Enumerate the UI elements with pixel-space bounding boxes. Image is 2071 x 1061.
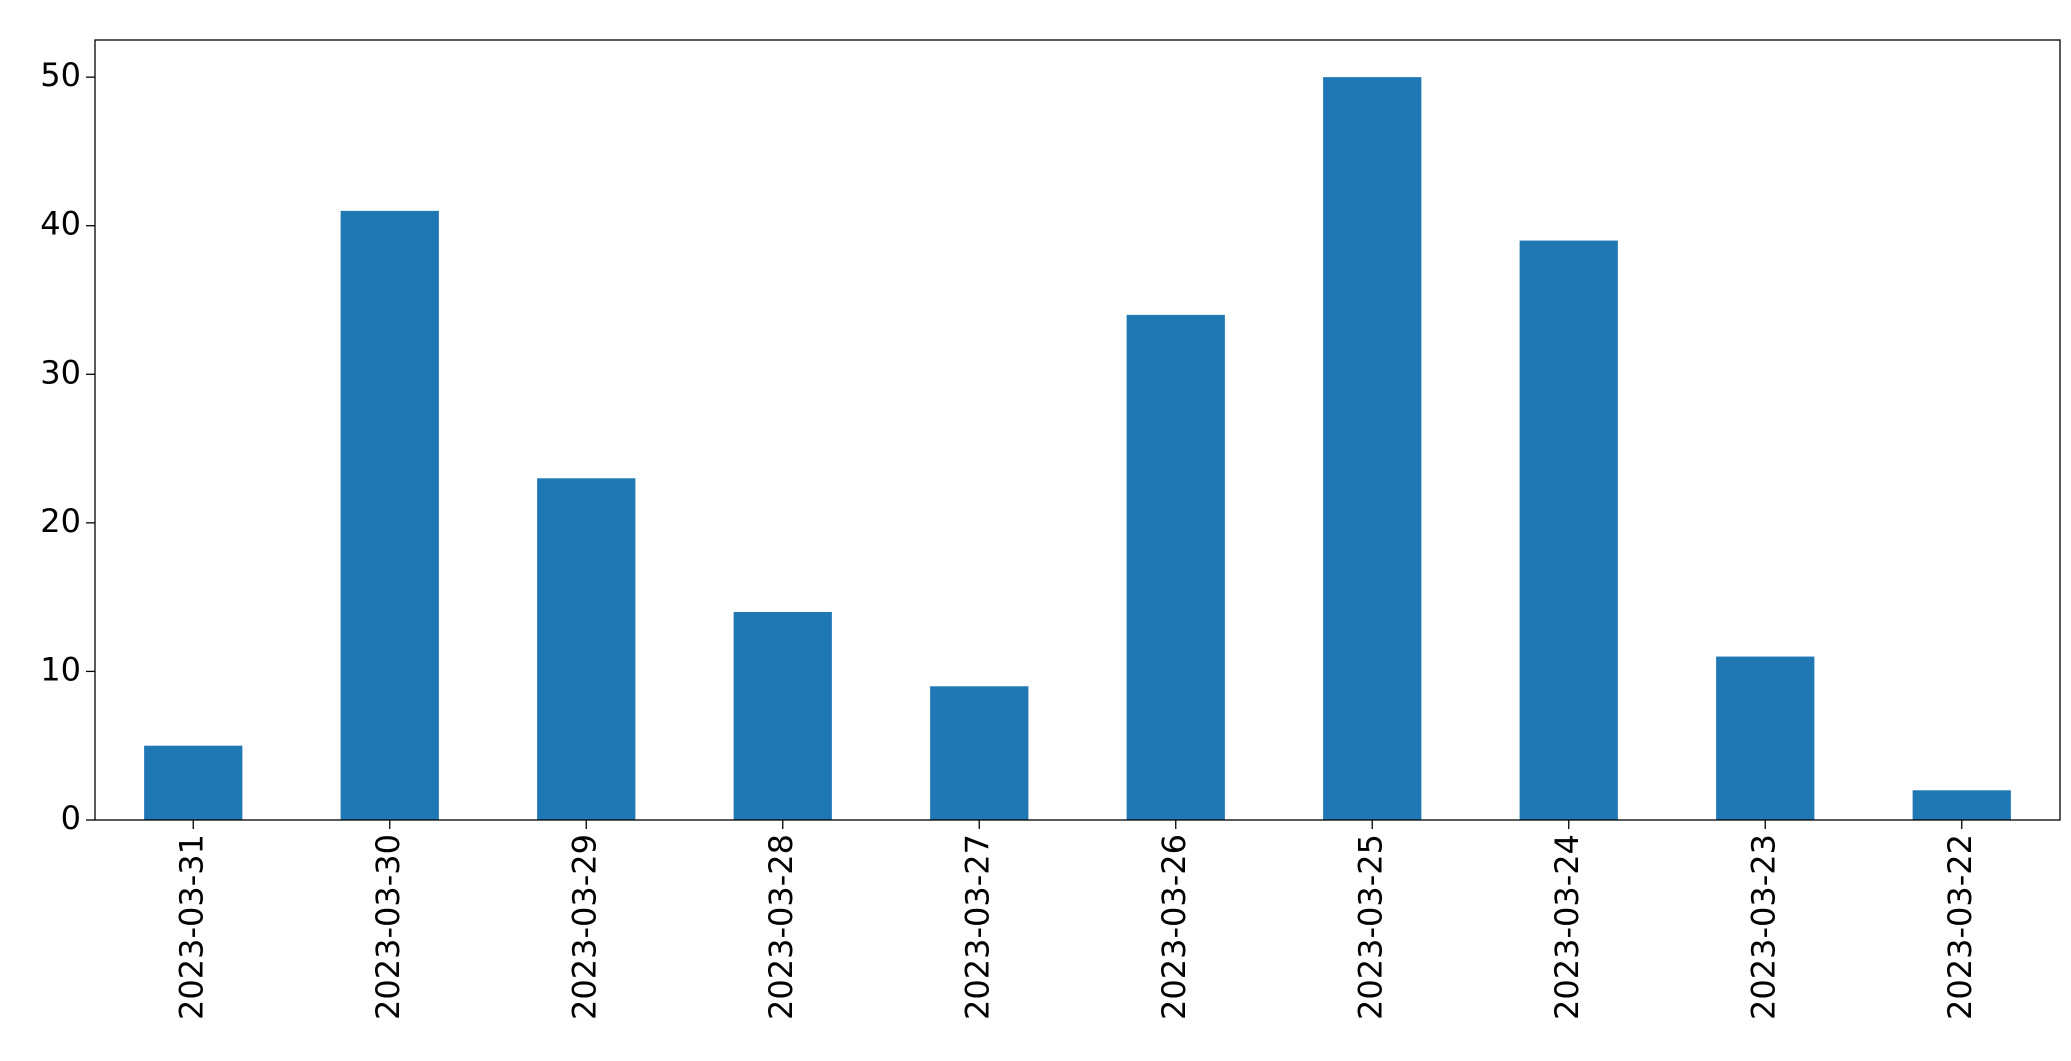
x-tick-label: 2023-03-30 [369,834,407,1020]
bar [144,745,243,820]
x-tick-label: 2023-03-28 [762,834,800,1020]
bar [1323,77,1422,820]
y-tick-label: 40 [40,205,81,243]
y-tick-label: 50 [40,56,81,94]
x-tick-label: 2023-03-29 [565,834,603,1020]
y-tick-label: 20 [40,502,81,540]
bar [733,612,832,820]
x-tick-label: 2023-03-23 [1744,834,1782,1020]
y-tick-label: 10 [40,650,81,688]
bar [1912,790,2011,820]
plot-frame [94,39,2061,821]
x-tick-label: 2023-03-22 [1941,834,1979,1020]
x-tick-label: 2023-03-24 [1548,834,1586,1020]
y-tick-label: 0 [61,799,81,837]
bar [930,686,1029,820]
x-tick-label: 2023-03-26 [1155,834,1193,1020]
x-tick-label: 2023-03-27 [958,834,996,1020]
x-tick-label: 2023-03-25 [1351,834,1389,1020]
y-tick-label: 30 [40,353,81,391]
bar [537,478,636,820]
x-tick-label: 2023-03-31 [172,834,210,1020]
bar [340,210,439,820]
bar [1519,240,1618,821]
bar [1716,656,1815,820]
bar [1126,314,1225,820]
